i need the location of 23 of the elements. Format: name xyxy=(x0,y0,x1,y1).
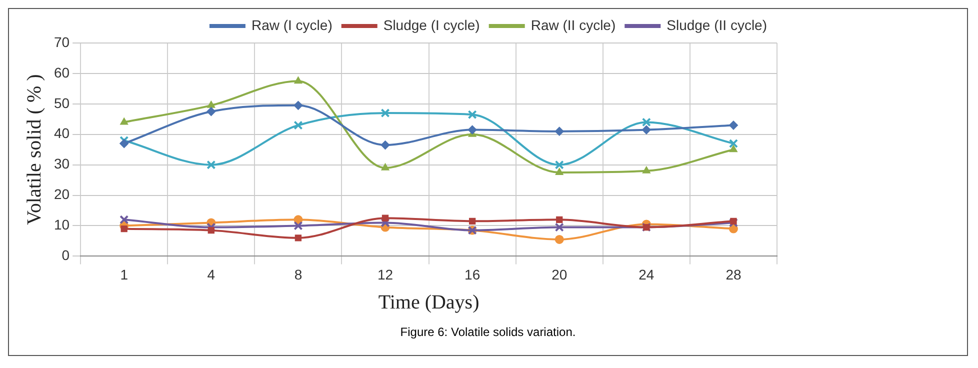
y-tick-label: 50 xyxy=(54,94,70,111)
caption: Figure 6: Volatile solids variation. xyxy=(399,325,577,339)
y-tick-label: 10 xyxy=(54,216,70,233)
y-tick-label: 30 xyxy=(54,156,70,172)
y-tick-label: 40 xyxy=(54,125,70,142)
x-tick-label: 20 xyxy=(552,266,568,282)
y-tick-label: 20 xyxy=(54,186,70,202)
x-axis-title: Time (Days) xyxy=(378,291,480,314)
x-tick-label: 24 xyxy=(638,266,654,282)
legend-label: Raw (I cycle) xyxy=(251,16,332,33)
y-tick-label: 60 xyxy=(54,64,70,80)
y-axis-title: Volatile solid ( % ) xyxy=(23,74,46,225)
x-tick-label: 4 xyxy=(207,266,216,282)
x-tick-label: 1 xyxy=(120,266,128,282)
y-tick-label: 70 xyxy=(54,34,70,50)
x-tick-label: 28 xyxy=(726,266,742,282)
y-tick-label: 0 xyxy=(62,247,70,264)
x-tick-label: 12 xyxy=(377,266,394,282)
x-tick-label: 16 xyxy=(464,266,480,282)
legend-label: Sludge (II cycle) xyxy=(666,16,768,33)
x-tick-label: 8 xyxy=(294,266,302,282)
legend-label: Raw (II cycle) xyxy=(530,16,616,33)
legend-label: Sludge (I cycle) xyxy=(383,16,480,33)
